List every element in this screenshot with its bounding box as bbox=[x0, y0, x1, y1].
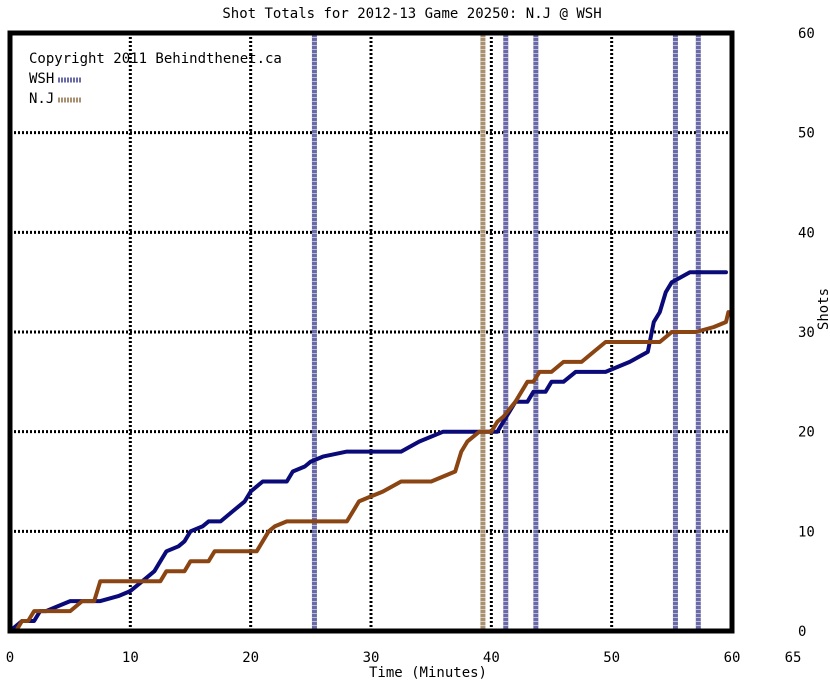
x-tick-label: 65 bbox=[785, 650, 802, 666]
x-tick-label: 50 bbox=[603, 650, 620, 666]
series-line-nj bbox=[8, 310, 731, 633]
y-tick-label: 40 bbox=[798, 225, 815, 241]
grid bbox=[10, 33, 732, 631]
y-tick-label: 50 bbox=[798, 126, 815, 142]
legend-label-nj: N.J bbox=[29, 91, 54, 107]
x-tick-label: 0 bbox=[6, 650, 14, 666]
y-tick-label: 0 bbox=[798, 624, 806, 640]
y-tick-label: 30 bbox=[798, 325, 815, 341]
x-tick-label: 40 bbox=[483, 650, 500, 666]
copyright-text: Copyright 2011 Behindthenet.ca bbox=[29, 51, 282, 67]
series-lines bbox=[8, 270, 731, 633]
y-tick-labels: 0 10 20 30 40 50 60 bbox=[798, 26, 815, 640]
y-axis-label: Shots bbox=[816, 288, 830, 330]
x-tick-label: 20 bbox=[242, 650, 259, 666]
chart-title: Shot Totals for 2012-13 Game 20250: N.J … bbox=[222, 6, 601, 22]
series-line-wsh bbox=[8, 270, 728, 633]
x-tick-label: 30 bbox=[363, 650, 380, 666]
y-tick-label: 20 bbox=[798, 425, 815, 441]
legend: WSH N.J bbox=[29, 71, 82, 107]
x-tick-label: 10 bbox=[122, 650, 139, 666]
x-axis-label: Time (Minutes) bbox=[369, 665, 487, 680]
plot-frame bbox=[7, 30, 735, 634]
legend-label-wsh: WSH bbox=[29, 71, 54, 87]
y-tick-label: 10 bbox=[798, 524, 815, 540]
x-tick-labels: 0 10 20 30 40 50 60 65 bbox=[6, 650, 802, 666]
y-tick-label: 60 bbox=[798, 26, 815, 42]
x-tick-label: 60 bbox=[724, 650, 741, 666]
